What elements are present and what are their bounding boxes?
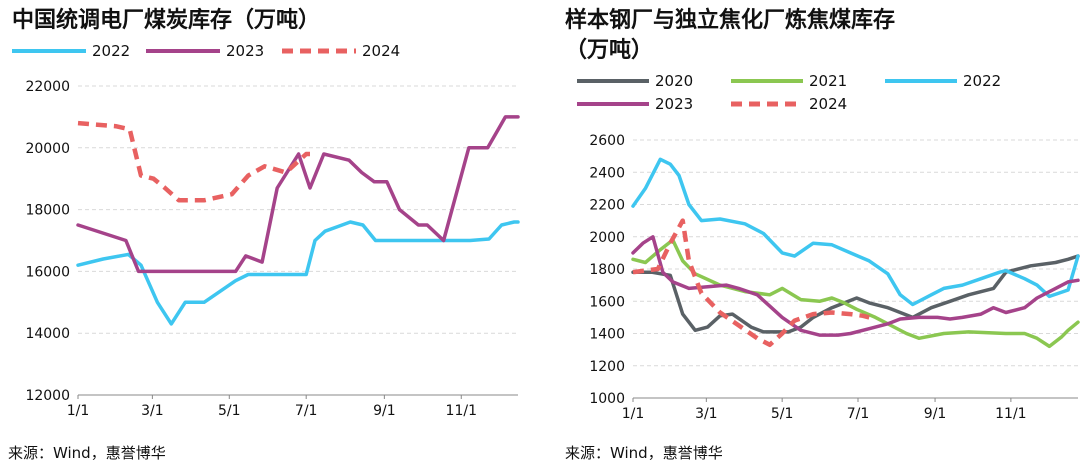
y-tick-label: 14000 (25, 326, 70, 342)
x-tick-label: 11/1 (995, 406, 1026, 422)
legend-label: 2021 (809, 72, 847, 90)
legend-item-2022: 2022 (885, 72, 1001, 90)
y-tick-label: 1800 (589, 262, 625, 278)
series-line-2022 (76, 220, 520, 326)
series-line-2020 (631, 254, 1080, 334)
x-tick-label: 9/1 (924, 406, 947, 422)
coal-inventory-panel: 中国统调电厂煤炭库存（万吨） 12000 14000 16000 18000 20000… (8, 8, 520, 462)
y-tick-label: 1600 (589, 294, 625, 310)
legend-label: 2020 (655, 72, 693, 90)
y-tick-label: 12000 (25, 388, 70, 404)
x-tick-label: 5/1 (218, 403, 241, 419)
legend-label: 2022 (963, 72, 1001, 90)
series-line-2023 (76, 115, 520, 274)
y-tick-label: 2600 (589, 133, 625, 149)
y-tick-label: 20000 (25, 141, 70, 157)
source-note: 来源：Wind，惠誉博华 (8, 444, 166, 462)
x-tick-label: 1/1 (67, 403, 90, 419)
coal-inventory-chart: 12000 14000 16000 18000 20000 22000 1/1 3/1 5/1 7… (12, 42, 520, 419)
legend-item-2020: 2020 (577, 72, 693, 90)
legend-item-2024: 2024 (731, 95, 847, 113)
series-line-2022 (631, 157, 1080, 307)
series-line-2021 (631, 238, 1080, 349)
chart-title-line1: 样本钢厂与独立焦化厂炼焦煤库存 (565, 8, 896, 33)
y-tick-label: 1400 (589, 327, 625, 343)
y-tick-label: 2000 (589, 230, 625, 246)
x-tick-label: 3/1 (695, 406, 718, 422)
x-tick-label: 1/1 (622, 406, 645, 422)
y-tick-label: 2200 (589, 198, 625, 214)
legend-label: 2023 (226, 42, 264, 60)
y-tick-label: 16000 (25, 264, 70, 280)
chart-title: 样本钢厂与独立焦化厂炼焦煤库存 （万吨） (565, 6, 895, 66)
series-line-2023 (631, 235, 1080, 337)
x-tick-label: 3/1 (141, 403, 164, 419)
y-tick-label: 22000 (25, 79, 70, 95)
coking-coal-inventory-chart: 1000 1200 1400 1600 1800 2000 2200 2400 2600 1/1 3… (577, 72, 1080, 422)
legend-item-2021: 2021 (731, 72, 847, 90)
chart-title-line2: （万吨） (565, 38, 654, 63)
x-tick-label: 7/1 (847, 406, 870, 422)
source-note: 来源：Wind，惠誉博华 (565, 444, 723, 462)
y-tick-label: 1200 (589, 359, 625, 375)
x-tick-label: 5/1 (771, 406, 794, 422)
legend-label: 2024 (362, 42, 400, 60)
series-line-2024 (77, 120, 310, 203)
legend-item-2023: 2023 (146, 42, 264, 60)
chart-title: 中国统调电厂煤炭库存（万吨） (12, 8, 321, 33)
legend-label: 2024 (809, 95, 847, 113)
y-tick-label: 2400 (589, 165, 625, 181)
coking-coal-inventory-panel: 样本钢厂与独立焦化厂炼焦煤库存 （万吨） 1000 1200 1400 1600 180… (545, 0, 1080, 470)
x-tick-label: 11/1 (446, 403, 477, 419)
x-tick-label: 7/1 (295, 403, 318, 419)
legend-item-2024: 2024 (282, 42, 400, 60)
legend-item-2022: 2022 (12, 42, 130, 60)
legend-label: 2023 (655, 95, 693, 113)
y-tick-label: 1000 (589, 391, 625, 407)
y-tick-label: 18000 (25, 203, 70, 219)
legend-label: 2022 (92, 42, 130, 60)
x-tick-label: 9/1 (373, 403, 396, 419)
legend-item-2023: 2023 (577, 95, 693, 113)
